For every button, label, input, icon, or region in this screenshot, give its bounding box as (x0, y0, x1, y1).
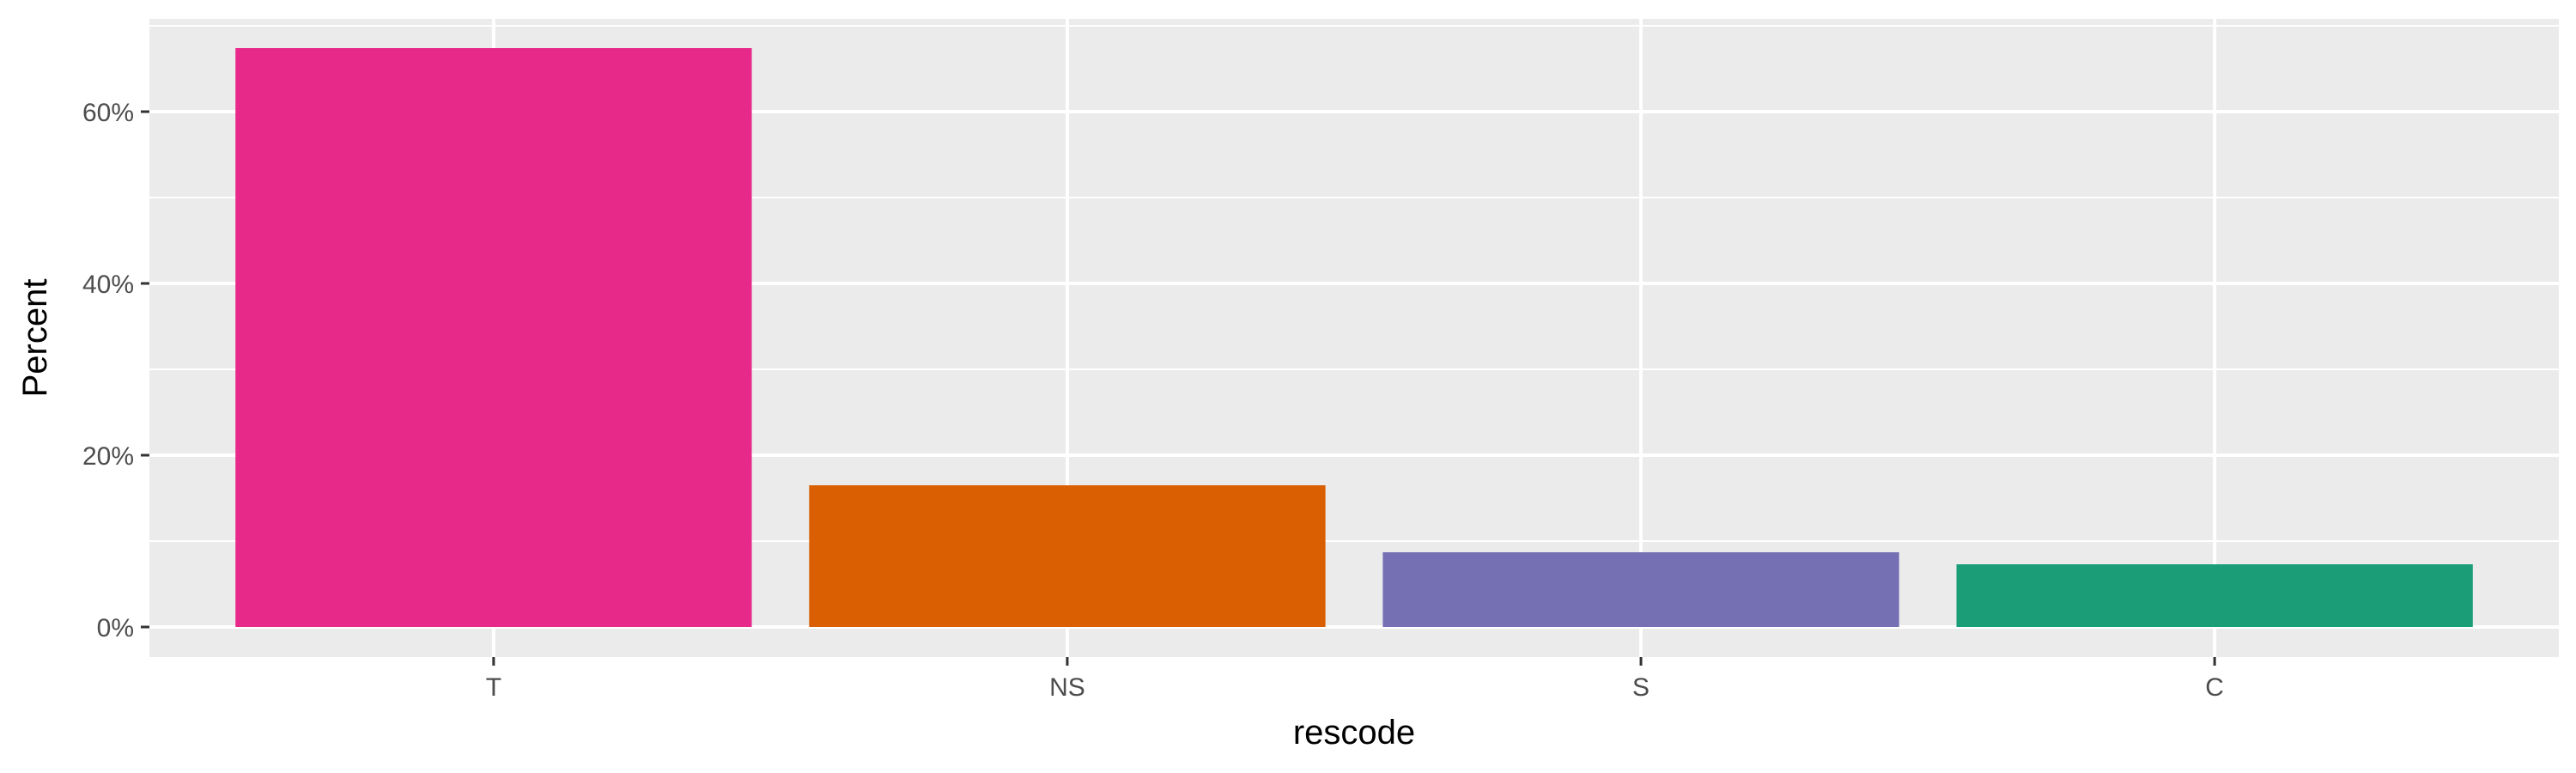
y-axis-title: Percent (16, 279, 54, 398)
x-tick-label: T (486, 673, 501, 702)
y-axis: 0% 20% 40% 60% (82, 99, 149, 642)
x-tick-label: S (1632, 673, 1649, 702)
x-axis-title: rescode (1293, 714, 1415, 752)
bar-S (1382, 552, 1899, 627)
bar-NS (809, 485, 1326, 627)
x-tick-label: C (2205, 673, 2224, 702)
y-tick-label: 40% (82, 271, 134, 299)
bars (235, 48, 2473, 627)
bar-T (235, 48, 752, 627)
bar-C (1956, 564, 2473, 627)
x-tick-label: NS (1049, 673, 1085, 702)
x-axis: T NS S C (486, 657, 2224, 702)
y-tick-label: 0% (97, 614, 134, 642)
y-tick-label: 60% (82, 99, 134, 127)
y-tick-label: 20% (82, 442, 134, 471)
